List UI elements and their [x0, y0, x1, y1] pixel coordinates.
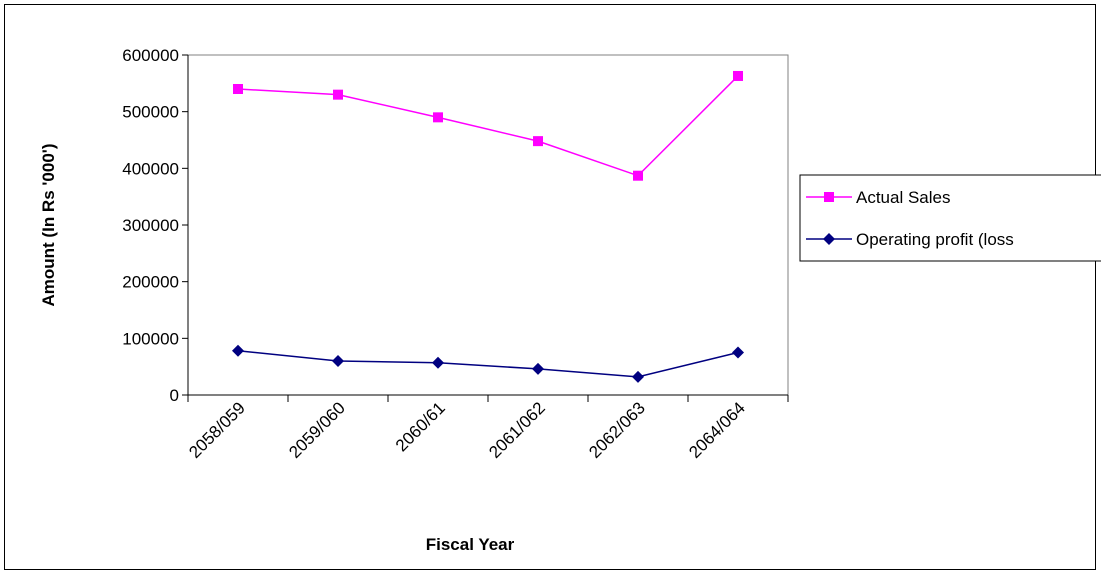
legend-swatch-marker — [824, 192, 834, 202]
y-tick-label: 500000 — [122, 103, 179, 122]
series-0 — [233, 70, 743, 181]
legend: Actual Sales Operating profit (loss — [799, 174, 1101, 262]
x-tick-label: 2064/064 — [685, 398, 749, 462]
data-point — [733, 70, 743, 81]
data-point — [632, 370, 644, 383]
series-line — [237, 350, 739, 378]
x-tick-label: 2059/060 — [285, 398, 349, 462]
legend-label: Actual Sales — [856, 188, 951, 207]
data-point — [332, 355, 344, 367]
data-point — [633, 170, 643, 181]
series-1 — [232, 344, 744, 383]
chart-frame — [4, 4, 1096, 570]
y-axis-title: Amount (In Rs '000') — [39, 144, 58, 307]
plot-area — [187, 54, 789, 396]
data-point — [433, 112, 443, 123]
data-point — [532, 362, 544, 375]
x-axis: 2058/059 2059/060 2060/61 2061/062 2062/063 2… — [185, 394, 789, 462]
data-point — [732, 346, 744, 359]
data-point — [432, 356, 444, 369]
data-point — [533, 136, 543, 147]
legend-items: Actual Sales Operating profit (loss — [806, 188, 1014, 249]
x-axis-title: Fiscal Year — [426, 535, 515, 554]
x-tick-label: 2061/062 — [485, 398, 549, 462]
series-line — [237, 75, 739, 177]
y-tick-label: 300000 — [122, 216, 179, 235]
x-tick-label: 2062/063 — [585, 398, 649, 462]
series-layer — [232, 70, 744, 383]
legend-item: Operating profit (loss — [806, 230, 1014, 249]
data-point — [233, 84, 243, 94]
y-tick-label: 200000 — [122, 273, 179, 292]
legend-item: Actual Sales — [806, 188, 951, 207]
y-tick-label: 600000 — [122, 46, 179, 65]
legend-swatch-marker — [823, 233, 835, 245]
data-point — [232, 344, 244, 357]
y-tick-label: 100000 — [122, 329, 179, 348]
x-tick-label: 2060/61 — [392, 398, 449, 455]
y-axis: 0 100000 200000 300000 400000 500000 600000 — [122, 46, 189, 405]
legend-box — [799, 174, 1101, 262]
legend-label: Operating profit (loss — [856, 230, 1014, 249]
y-tick-label: 0 — [170, 386, 179, 405]
data-point — [333, 89, 343, 100]
y-tick-label: 400000 — [122, 159, 179, 178]
x-tick-label: 2058/059 — [185, 398, 249, 462]
